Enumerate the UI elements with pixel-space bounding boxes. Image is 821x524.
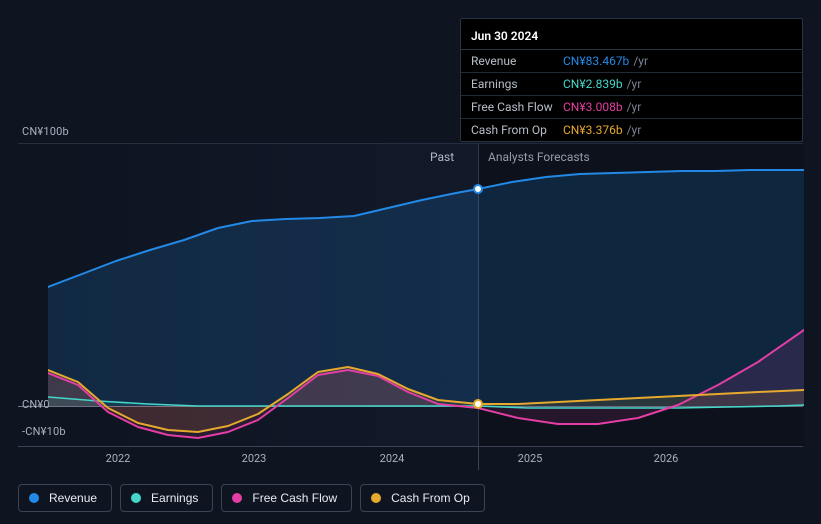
x-tick-label: 2026 [654,452,679,465]
legend-item-earnings[interactable]: Earnings [120,484,213,512]
tooltip-row-unit: /yr [627,123,642,137]
tooltip-row-fcf: Free Cash Flow CN¥3.008b /yr [461,96,802,119]
chart-legend: Revenue Earnings Free Cash Flow Cash Fro… [18,484,485,512]
x-tick-label: 2024 [380,452,405,465]
legend-item-fcf[interactable]: Free Cash Flow [221,484,352,512]
tooltip-row-label: Cash From Op [471,123,563,137]
tooltip-row-label: Earnings [471,77,563,91]
legend-swatch [29,493,39,503]
x-tick-label: 2022 [106,452,131,465]
tooltip-row-value: CN¥3.376b [563,123,623,137]
tooltip-row-value: CN¥2.839b [563,77,623,91]
tooltip-row-unit: /yr [627,100,642,114]
legend-item-revenue[interactable]: Revenue [18,484,112,512]
x-tick-label: 2023 [242,452,267,465]
tooltip-row-earnings: Earnings CN¥2.839b /yr [461,73,802,96]
x-tick-label: 2025 [518,452,543,465]
legend-item-cfo[interactable]: Cash From Op [360,484,485,512]
legend-label: Earnings [151,491,198,505]
legend-label: Revenue [49,491,97,505]
tooltip-date: Jun 30 2024 [461,25,802,50]
chart-tooltip: Jun 30 2024 Revenue CN¥83.467b /yr Earni… [460,18,803,142]
tooltip-row-label: Free Cash Flow [471,100,563,114]
legend-label: Cash From Op [391,491,470,505]
tooltip-row-value: CN¥83.467b [563,54,629,68]
tooltip-row-unit: /yr [633,54,648,68]
tooltip-row-cfo: Cash From Op CN¥3.376b /yr [461,119,802,141]
tooltip-row-label: Revenue [471,54,563,68]
tooltip-row-value: CN¥3.008b [563,100,623,114]
tooltip-row-unit: /yr [627,77,642,91]
legend-swatch [371,493,381,503]
legend-swatch [232,493,242,503]
legend-swatch [131,493,141,503]
legend-label: Free Cash Flow [252,491,337,505]
tooltip-row-revenue: Revenue CN¥83.467b /yr [461,50,802,73]
